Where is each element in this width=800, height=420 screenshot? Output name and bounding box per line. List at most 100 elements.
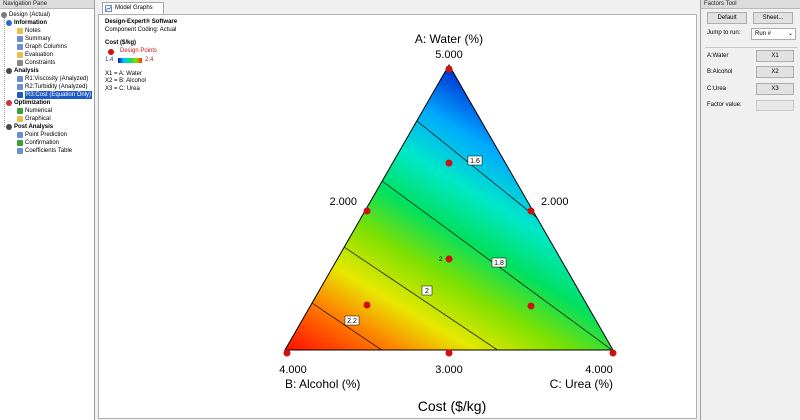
bottom-right-value: 4.000 [585,364,613,376]
nav-item-label: Summary [25,36,51,42]
factor-value-label: Factor value: [707,102,742,108]
axis-labels: A: Water (%) 5.000 2.000 2.000 4.000 3.0… [279,32,613,414]
left-mid-value: 2.000 [329,196,357,208]
nav-item-label: Evaluation [25,52,54,58]
default-button[interactable]: Default [707,12,747,24]
coefficients-table-icon [17,148,23,154]
nav-item-notes[interactable]: Notes [0,27,95,35]
chevron-down-icon: ⌄ [787,31,793,37]
sheet-button[interactable]: Sheet... [753,12,793,24]
top-axis-title: A: Water (%) [415,32,483,46]
point-prediction-icon [17,132,23,138]
contour-labels: 1.6 1.8 2 2.2 2 [344,155,507,326]
design-point [609,349,617,357]
contour-label-1-8: 1.8 [494,260,504,267]
factor-b-button[interactable]: X2 [756,66,794,78]
design-point [527,302,535,310]
contour-line-2 [343,246,506,350]
tab-model-graphs[interactable]: Model Graphs [102,2,164,14]
nav-item-label: Design (Actual) [9,12,51,18]
nav-item-design-actual[interactable]: Design (Actual) [0,11,95,19]
factors-tool-title: Factors Tool [701,0,800,9]
nav-item-label: Optimization [14,100,51,106]
numerical-icon [17,108,23,114]
nav-item-coefficients-table[interactable]: Coefficients Table [0,147,95,155]
nav-item-r1-viscosity-analyzed[interactable]: R1:Viscosity (Analyzed) [0,75,95,83]
nav-item-label: Coefficients Table [25,148,73,154]
nav-item-point-prediction[interactable]: Point Prediction [0,131,95,139]
analyzed-icon [17,76,23,82]
response-name: Cost ($/kg) [105,40,137,46]
nav-item-label: Numerical [25,108,53,114]
design-point [445,255,453,263]
left-axis-title: B: Alcohol (%) [285,377,360,391]
factor-a-button[interactable]: X1 [756,50,794,62]
scale-max-label: 2.4 [145,56,154,63]
contour-label-1-6: 1.6 [470,158,480,165]
design-point [363,207,371,215]
nav-item-graphical[interactable]: Graphical [0,115,95,123]
graph-columns-icon [17,44,23,50]
nav-item-label: Constraints [25,60,56,66]
design-points-label: Design Points [120,47,158,54]
nav-item-label: Notes [25,28,41,34]
scale-min-label: 1.4 [105,56,114,63]
factor-a-label: A:Water [707,53,729,59]
nav-item-graph-columns[interactable]: Graph Columns [0,43,95,51]
contour-label-2-2: 2.2 [347,318,357,325]
nav-item-label: R3:Cost (Equation Only) [25,91,93,99]
model-graphs-icon [105,5,112,12]
design-point [283,349,291,357]
nav-item-label: Information [14,20,47,26]
graph-footer-title: Cost ($/kg) [418,398,486,414]
bottom-left-value: 4.000 [279,364,307,376]
right-axis-title: C: Urea (%) [550,377,613,391]
nav-item-analysis[interactable]: Analysis [0,67,95,75]
nav-item-post-analysis[interactable]: Post Analysis [0,123,95,131]
confirmation-icon [17,140,23,146]
design-point [445,65,453,73]
navigation-pane: Navigation Pane Design (Actual) Informati… [0,0,95,420]
ternary-contour-plot: 1.6 1.8 2 2.2 2 [279,32,617,414]
constraints-icon [17,60,23,66]
graph-info: Design-Expert® Software Component Coding… [105,19,177,93]
nav-item-label: Graph Columns [25,44,68,50]
nav-item-evaluation[interactable]: Evaluation [0,51,95,59]
design-point [445,349,453,357]
x1-definition: X1 = A: Water [105,70,142,77]
contour-label-2: 2 [425,288,429,295]
nav-item-r2-turbidity-analyzed[interactable]: R2:Turbidity (Analyzed) [0,83,95,91]
factor-c-label: C:Urea [707,86,727,92]
right-mid-value: 2.000 [541,196,569,208]
jump-to-run-select[interactable]: Run # ⌄ [751,28,796,40]
nav-item-optimization[interactable]: Optimization [0,99,95,107]
factor-c-button[interactable]: X3 [756,83,794,95]
color-scale-bar [118,57,142,63]
nav-item-information[interactable]: Information [0,19,95,27]
nav-item-confirmation[interactable]: Confirmation [0,139,95,147]
factor-value-field[interactable] [756,100,794,111]
nav-item-label: Point Prediction [25,132,68,138]
nav-item-summary[interactable]: Summary [0,35,95,43]
jump-to-run-label: Jump to run: [707,30,741,36]
equation-icon [17,92,23,98]
factors-tool-pane: Factors Tool Default Sheet... Jump to ru… [700,0,800,420]
design-point [527,207,535,215]
design-icon [1,12,7,18]
nav-item-constraints[interactable]: Constraints [0,59,95,67]
design-point-marker-icon [108,48,114,55]
nav-item-label: Graphical [25,116,51,122]
center-point-label: 2 [439,257,443,263]
nav-item-label: R2:Turbidity (Analyzed) [25,84,88,90]
nav-item-numerical[interactable]: Numerical [0,107,95,115]
design-point [363,301,371,309]
color-scale-legend: 1.4 2.4 [105,57,177,66]
nav-item-r3-cost-equation-only[interactable]: R3:Cost (Equation Only) [0,91,95,99]
info-icon [6,20,12,26]
x2-definition: X2 = B: Alcohol [105,78,146,84]
x3-definition: X3 = C: Urea [105,85,140,92]
nav-item-label: Analysis [14,68,39,74]
tree-connector [4,17,5,127]
bottom-mid-value: 3.000 [435,364,463,376]
